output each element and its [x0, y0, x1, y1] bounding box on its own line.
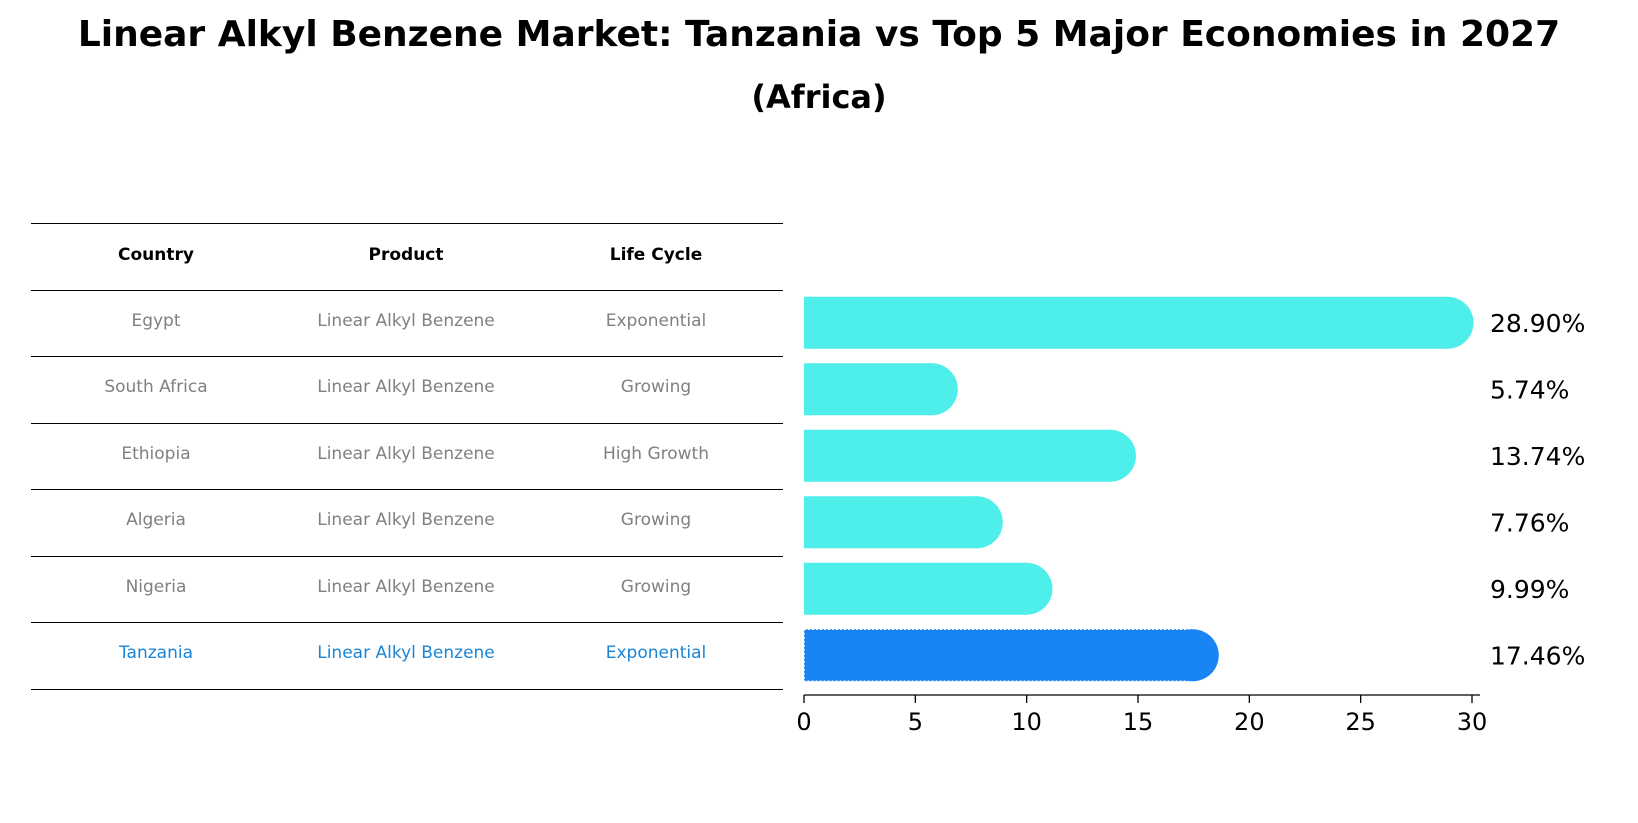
cell-life-cycle: Growing [620, 576, 692, 597]
bar-algeria [804, 496, 977, 549]
cell-life-cycle: Growing [620, 510, 692, 531]
cell-country: Egypt [131, 310, 181, 331]
value-label: 13.74% [1490, 442, 1585, 471]
cell-country: Ethiopia [121, 443, 191, 464]
cell-life-cycle: Exponential [605, 643, 707, 664]
header-product: Product [368, 245, 444, 266]
x-tick-label: 25 [1345, 708, 1376, 736]
bar-egypt [804, 296, 1448, 349]
table-rule [31, 289, 783, 291]
cell-country: Algeria [126, 510, 186, 531]
cell-product: Linear Alkyl Benzene [317, 377, 495, 398]
bar-cap [1083, 429, 1136, 482]
x-tick-label: 30 [1457, 708, 1488, 736]
x-tick-label: 15 [1123, 708, 1154, 736]
cell-life-cycle: Exponential [605, 310, 707, 331]
table-rule [31, 422, 783, 424]
table-rule [31, 555, 783, 557]
cell-product: Linear Alkyl Benzene [317, 576, 495, 597]
cell-life-cycle: High Growth [602, 443, 709, 464]
bar-cap [1166, 629, 1219, 682]
cell-product: Linear Alkyl Benzene [317, 443, 495, 464]
table-rule [31, 356, 783, 357]
cell-country: Nigeria [125, 576, 187, 597]
cell-country: South Africa [104, 377, 208, 398]
table-rule [31, 688, 783, 690]
x-tick-label: 0 [796, 708, 811, 736]
table-rule [31, 489, 783, 490]
x-tick-label: 20 [1234, 708, 1265, 736]
header-life-cycle: Life Cycle [609, 245, 703, 266]
bar-cap [905, 363, 958, 416]
bar-cap [1421, 296, 1474, 349]
value-label: 5.74% [1490, 375, 1569, 404]
bar-cap [1000, 562, 1053, 615]
cell-country: Tanzania [118, 643, 194, 664]
cell-life-cycle: Growing [620, 377, 692, 398]
header-country: Country [118, 245, 194, 266]
value-label: 9.99% [1490, 575, 1569, 604]
value-label: 28.90% [1490, 309, 1585, 338]
cell-product: Linear Alkyl Benzene [317, 643, 495, 664]
value-label: 17.46% [1490, 641, 1585, 670]
bar-cap [950, 496, 1003, 549]
bar-ethiopia [804, 429, 1110, 482]
bar-tanzania [803, 628, 1194, 682]
bar-nigeria [804, 562, 1027, 615]
x-tick-label: 5 [908, 708, 923, 736]
cell-product: Linear Alkyl Benzene [317, 510, 495, 531]
table-rule [31, 622, 783, 623]
table-rule [31, 223, 783, 224]
cell-product: Linear Alkyl Benzene [317, 310, 495, 331]
chart-subtitle: (Africa) [751, 78, 887, 116]
chart-title: Linear Alkyl Benzene Market: Tanzania vs… [77, 14, 1561, 55]
value-label: 7.76% [1490, 508, 1569, 537]
x-tick-label: 10 [1011, 708, 1042, 736]
